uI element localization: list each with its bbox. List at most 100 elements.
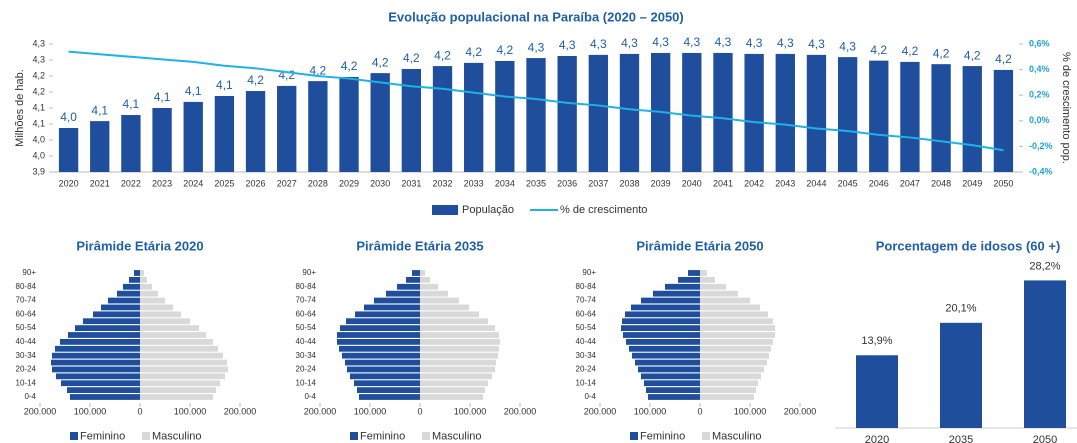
x-tick-label: 2020	[865, 434, 889, 443]
value-label: 4,1	[216, 78, 233, 92]
pyramid-bar	[700, 325, 775, 332]
value-label: 20,1%	[945, 303, 976, 315]
age-label: 60-64	[296, 309, 317, 318]
age-label: 90+	[22, 268, 36, 277]
pyramid-bar	[626, 338, 700, 345]
age-label: 0-4	[24, 392, 36, 401]
x-tick-label: 2035	[526, 178, 546, 188]
y2-axis-label: % de crescimento pop.	[1060, 52, 1072, 164]
age-label: 40-44	[576, 337, 597, 346]
pyramid-bar	[51, 359, 140, 366]
legend-swatch	[350, 432, 358, 440]
legend-label: Masculino	[432, 430, 482, 442]
age-label: 80-84	[576, 282, 597, 291]
age-label: 0-4	[304, 392, 316, 401]
bar	[744, 53, 764, 172]
pyramid-bar	[420, 332, 499, 338]
y-tick-label: 4,2	[32, 86, 45, 96]
value-label: 4,2	[341, 59, 358, 73]
bar	[775, 53, 795, 172]
y-tick-label: 4,2	[32, 70, 45, 80]
pyramid-bar	[70, 394, 140, 400]
pyramid-bar	[397, 283, 420, 290]
pyramid-bar	[631, 304, 700, 311]
pyramid-bar	[140, 352, 223, 359]
pyramid-bar	[93, 311, 140, 318]
x-tick-label: 2032	[433, 178, 453, 188]
chart-title: Pirâmide Etária 2035	[356, 238, 483, 253]
pyramid-bar	[134, 270, 140, 276]
x-tick-label: 2038	[619, 178, 639, 188]
x-tick-label: 2024	[183, 178, 203, 188]
value-label: 4,3	[808, 37, 825, 51]
x-tick-label: 2042	[744, 178, 764, 188]
pyramid-bar	[653, 290, 700, 297]
pyramid-bar	[61, 380, 140, 387]
legend-swatch	[432, 205, 458, 215]
x-tick-label: 2035	[949, 434, 973, 443]
bar	[869, 60, 889, 172]
x-tick-label: 200.000	[304, 406, 337, 416]
bar	[619, 53, 640, 172]
y-tick-label: 4,0	[32, 134, 45, 144]
pyramid-bar	[420, 352, 498, 359]
pyramid-bar	[129, 276, 140, 283]
age-label: 40-44	[16, 337, 37, 346]
pyramid-bar	[420, 304, 469, 311]
age-label: 70-74	[16, 296, 37, 305]
legend-label: População	[462, 204, 514, 216]
x-tick-label: 100.000	[354, 406, 387, 416]
bar	[152, 108, 172, 172]
pyramid-bar	[339, 345, 420, 352]
pyramid-bar	[420, 283, 438, 290]
age-label: 90+	[582, 268, 596, 277]
pyramid-bar	[123, 283, 140, 290]
bar	[401, 68, 422, 172]
bar	[464, 62, 484, 172]
pyramid-bar	[140, 366, 228, 373]
pyramid-bar	[625, 311, 700, 318]
pyramid-bar	[52, 352, 140, 359]
age-label: 10-14	[576, 378, 597, 387]
pyramid-bar	[350, 373, 420, 380]
y-tick-label: 3,9	[32, 166, 45, 176]
bar	[277, 85, 297, 172]
bar	[339, 76, 359, 172]
pyramid-bar	[347, 366, 420, 373]
pyramid-bar	[386, 290, 420, 297]
pyramid-bar	[83, 318, 140, 325]
pyramid-bar	[420, 394, 483, 400]
pyramid-bar	[700, 359, 767, 366]
x-tick-label: 0	[417, 406, 422, 416]
legend-label: Feminino	[80, 430, 125, 442]
bar	[495, 60, 515, 172]
pyramid-bar	[140, 290, 158, 297]
y2-tick-label: 0,6%	[1029, 38, 1050, 48]
bar	[308, 81, 328, 172]
x-tick-label: 2022	[121, 178, 141, 188]
pyramid-bar	[340, 325, 420, 332]
pyramid-bar	[342, 352, 420, 359]
age-label: 20-24	[576, 365, 597, 374]
pyramid-bar	[359, 394, 420, 400]
pyramid-bar	[420, 366, 495, 373]
age-label: 20-24	[296, 365, 317, 374]
x-tick-label: 100.000	[174, 406, 207, 416]
pyramid-bar	[140, 380, 220, 387]
pyramid-bar	[700, 270, 707, 276]
pyramid-bar	[420, 380, 488, 387]
pyramid-bar	[420, 297, 459, 304]
legend-label: Feminino	[360, 430, 405, 442]
value-label: 4,3	[683, 35, 700, 49]
x-tick-label: 0	[697, 406, 702, 416]
pyramid-bar	[420, 387, 485, 394]
bar	[90, 121, 110, 172]
pyramid-bar	[700, 352, 769, 359]
bar	[931, 64, 951, 172]
age-label: 30-34	[16, 351, 37, 360]
x-tick-label: 2034	[495, 178, 515, 188]
bar	[900, 61, 920, 172]
x-tick-label: 100.000	[74, 406, 107, 416]
bar	[245, 91, 266, 172]
pyramid-bar	[420, 359, 496, 366]
